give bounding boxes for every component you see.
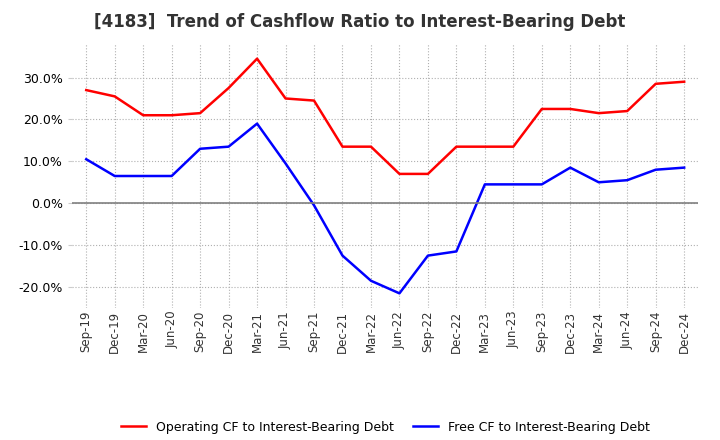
Free CF to Interest-Bearing Debt <box>566 165 575 170</box>
Operating CF to Interest-Bearing Debt <box>423 171 432 176</box>
Free CF to Interest-Bearing Debt <box>366 278 375 283</box>
Text: [4183]  Trend of Cashflow Ratio to Interest-Bearing Debt: [4183] Trend of Cashflow Ratio to Intere… <box>94 13 626 31</box>
Free CF to Interest-Bearing Debt <box>537 182 546 187</box>
Operating CF to Interest-Bearing Debt <box>652 81 660 86</box>
Free CF to Interest-Bearing Debt <box>196 146 204 151</box>
Free CF to Interest-Bearing Debt <box>139 173 148 179</box>
Free CF to Interest-Bearing Debt <box>623 178 631 183</box>
Free CF to Interest-Bearing Debt <box>452 249 461 254</box>
Free CF to Interest-Bearing Debt <box>680 165 688 170</box>
Operating CF to Interest-Bearing Debt <box>452 144 461 149</box>
Free CF to Interest-Bearing Debt <box>310 203 318 208</box>
Free CF to Interest-Bearing Debt <box>253 121 261 126</box>
Operating CF to Interest-Bearing Debt <box>623 108 631 114</box>
Operating CF to Interest-Bearing Debt <box>167 113 176 118</box>
Operating CF to Interest-Bearing Debt <box>310 98 318 103</box>
Operating CF to Interest-Bearing Debt <box>537 106 546 112</box>
Operating CF to Interest-Bearing Debt <box>509 144 518 149</box>
Line: Free CF to Interest-Bearing Debt: Free CF to Interest-Bearing Debt <box>86 124 684 293</box>
Operating CF to Interest-Bearing Debt <box>566 106 575 112</box>
Operating CF to Interest-Bearing Debt <box>338 144 347 149</box>
Line: Operating CF to Interest-Bearing Debt: Operating CF to Interest-Bearing Debt <box>86 59 684 174</box>
Free CF to Interest-Bearing Debt <box>225 144 233 149</box>
Operating CF to Interest-Bearing Debt <box>480 144 489 149</box>
Operating CF to Interest-Bearing Debt <box>196 110 204 116</box>
Operating CF to Interest-Bearing Debt <box>82 88 91 93</box>
Operating CF to Interest-Bearing Debt <box>225 85 233 91</box>
Operating CF to Interest-Bearing Debt <box>110 94 119 99</box>
Operating CF to Interest-Bearing Debt <box>395 171 404 176</box>
Free CF to Interest-Bearing Debt <box>395 291 404 296</box>
Free CF to Interest-Bearing Debt <box>282 161 290 166</box>
Operating CF to Interest-Bearing Debt <box>139 113 148 118</box>
Free CF to Interest-Bearing Debt <box>480 182 489 187</box>
Free CF to Interest-Bearing Debt <box>423 253 432 258</box>
Free CF to Interest-Bearing Debt <box>338 253 347 258</box>
Operating CF to Interest-Bearing Debt <box>366 144 375 149</box>
Operating CF to Interest-Bearing Debt <box>282 96 290 101</box>
Operating CF to Interest-Bearing Debt <box>680 79 688 84</box>
Free CF to Interest-Bearing Debt <box>652 167 660 172</box>
Free CF to Interest-Bearing Debt <box>595 180 603 185</box>
Operating CF to Interest-Bearing Debt <box>595 110 603 116</box>
Legend: Operating CF to Interest-Bearing Debt, Free CF to Interest-Bearing Debt: Operating CF to Interest-Bearing Debt, F… <box>116 416 654 439</box>
Free CF to Interest-Bearing Debt <box>509 182 518 187</box>
Free CF to Interest-Bearing Debt <box>82 157 91 162</box>
Operating CF to Interest-Bearing Debt <box>253 56 261 61</box>
Free CF to Interest-Bearing Debt <box>167 173 176 179</box>
Free CF to Interest-Bearing Debt <box>110 173 119 179</box>
